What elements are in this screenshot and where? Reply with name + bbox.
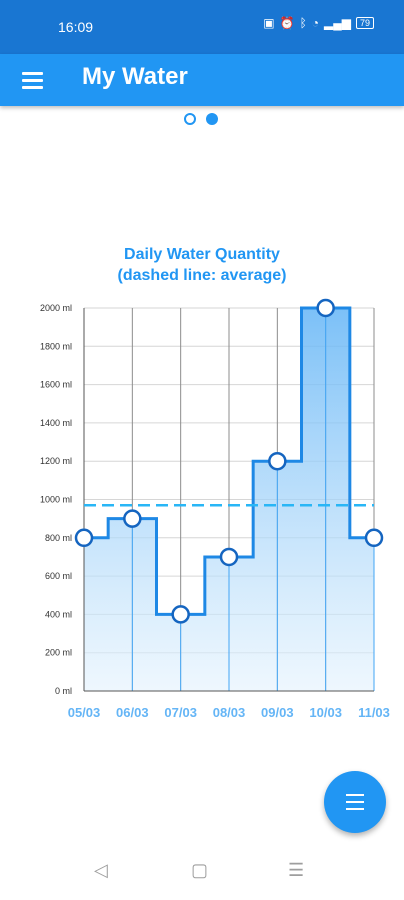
y-tick-label: 2000 ml [40,303,72,313]
battery-icon: 79 [355,17,374,29]
chart-title: Daily Water Quantity [124,246,280,263]
status-icons: ▣ ⏰ ᛒ ◔ ▂▄▆ 79 [263,16,374,30]
recents-menu-icon[interactable]: ☰ [288,860,305,880]
hamburger-menu-icon[interactable] [12,62,52,98]
status-time: 16:09 [58,19,94,35]
home-square-icon[interactable]: ▢ [191,860,209,880]
system-nav-bar: ◁ ▢ ☰ [0,848,404,900]
x-tick-label: 11/03 [358,705,390,720]
fab-menu-button[interactable] [324,771,386,833]
app-title: My Water [82,63,188,90]
wifi-icon: ◔ [311,16,320,30]
y-tick-label: 600 ml [45,571,72,581]
data-point [123,509,142,528]
y-tick-label: 1400 ml [40,418,72,428]
page-dot-1[interactable] [184,113,196,125]
y-tick-label: 1000 ml [40,495,72,505]
y-tick-label: 0 ml [55,686,72,696]
page-dot-2-active[interactable] [206,113,218,125]
signal-icon: ▂▄▆ [324,16,351,30]
data-point [268,451,287,471]
app-bar: My Water [0,54,404,106]
chart-subtitle: (dashed line: average) [117,267,287,284]
data-point [316,298,335,318]
data-point [74,528,94,548]
page-indicator [184,113,218,125]
back-triangle-icon[interactable]: ◁ [94,860,108,880]
data-point [364,528,384,548]
bluetooth-icon: ᛒ [299,16,307,30]
y-tick-label: 1600 ml [40,380,72,390]
x-tick-label: 08/03 [213,705,246,720]
data-point [171,605,190,624]
x-tick-label: 09/03 [261,705,294,720]
alarm-icon: ⏰ [279,16,295,30]
y-tick-label: 400 ml [45,609,72,619]
nfc-icon: ▣ [263,16,275,30]
y-tick-label: 800 ml [45,533,72,543]
status-bar: 16:09 ▣ ⏰ ᛒ ◔ ▂▄▆ 79 [0,0,404,54]
water-chart: 0 ml 200 ml 400 ml 600 ml 800 ml 1000 ml 1200 … [40,298,390,720]
x-tick-label: 07/03 [164,705,197,720]
data-point [219,547,239,567]
x-tick-label: 05/03 [68,705,101,720]
y-tick-label: 1800 ml [40,341,72,351]
x-tick-label: 06/03 [116,705,149,720]
y-tick-label: 1200 ml [40,456,72,466]
y-tick-label: 200 ml [45,648,72,658]
x-tick-label: 10/03 [309,705,342,720]
